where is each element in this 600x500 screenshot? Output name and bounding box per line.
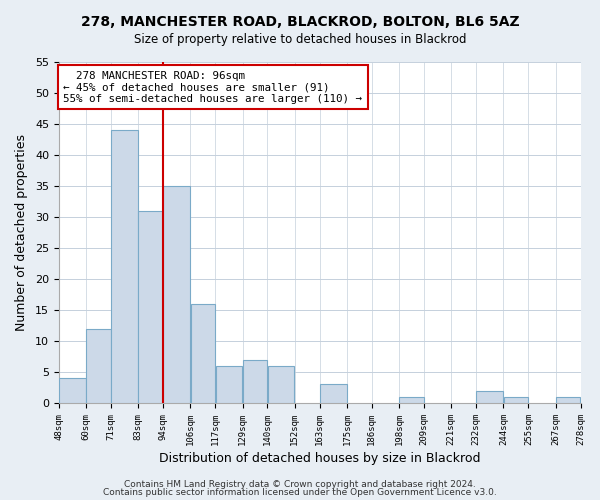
Text: 278, MANCHESTER ROAD, BLACKROD, BOLTON, BL6 5AZ: 278, MANCHESTER ROAD, BLACKROD, BOLTON, … bbox=[80, 15, 520, 29]
Bar bbox=[503, 397, 528, 403]
Bar bbox=[86, 328, 111, 403]
Text: 278 MANCHESTER ROAD: 96sqm
← 45% of detached houses are smaller (91)
55% of semi: 278 MANCHESTER ROAD: 96sqm ← 45% of deta… bbox=[64, 71, 362, 104]
Bar bbox=[191, 304, 215, 403]
Bar bbox=[476, 390, 503, 403]
Bar bbox=[59, 378, 86, 403]
Bar bbox=[215, 366, 242, 403]
Y-axis label: Number of detached properties: Number of detached properties bbox=[15, 134, 28, 331]
Bar bbox=[139, 210, 163, 403]
Text: Contains HM Land Registry data © Crown copyright and database right 2024.: Contains HM Land Registry data © Crown c… bbox=[124, 480, 476, 489]
Bar bbox=[111, 130, 138, 403]
Bar bbox=[268, 366, 295, 403]
Bar bbox=[243, 360, 267, 403]
Bar bbox=[399, 397, 424, 403]
Bar bbox=[163, 186, 190, 403]
Bar bbox=[320, 384, 347, 403]
Text: Contains public sector information licensed under the Open Government Licence v3: Contains public sector information licen… bbox=[103, 488, 497, 497]
X-axis label: Distribution of detached houses by size in Blackrod: Distribution of detached houses by size … bbox=[159, 452, 481, 465]
Text: Size of property relative to detached houses in Blackrod: Size of property relative to detached ho… bbox=[134, 32, 466, 46]
Bar bbox=[556, 397, 580, 403]
